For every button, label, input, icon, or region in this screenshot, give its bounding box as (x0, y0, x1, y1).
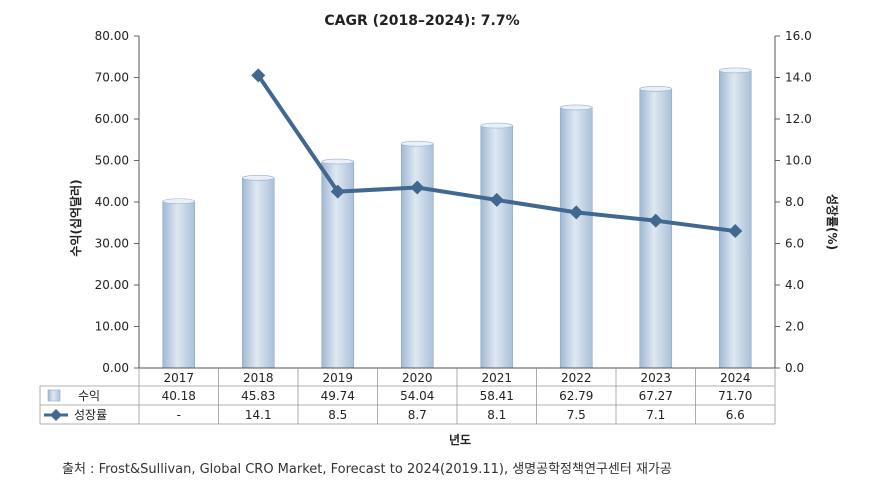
growth-marker (410, 180, 425, 195)
chart-title: CAGR (2018–2024): 7.7% (324, 13, 519, 29)
left-tick-label: 10.00 (95, 320, 129, 334)
source-note: 출처 : Frost&Sullivan, Global CRO Market, … (62, 462, 672, 477)
bar-cap (321, 158, 355, 165)
bar (480, 125, 514, 369)
right-tick-label: 6.0 (785, 237, 804, 251)
growth-marker (728, 224, 743, 239)
right-axis-label: 성장률(%) (825, 194, 839, 250)
growth-marker (489, 192, 504, 207)
growth-marker (648, 213, 663, 228)
bar-cap (639, 86, 673, 92)
x-tick-label: 2020 (402, 371, 433, 385)
table-cell-growth: 6.6 (726, 408, 745, 422)
left-axis-ticks: 0.00 10.00 20.00 30.00 40.00 50.00 60.00 70.00 8… (95, 29, 139, 375)
bar (162, 200, 196, 369)
chart-axes (138, 36, 776, 369)
data-table: 2017 40.18 - 2018 45.83 14.1 2019 49.74 8.5 2020 5… (39, 368, 776, 425)
table-cell-growth: - (177, 408, 181, 422)
legend-label-revenue: 수익 (78, 389, 100, 403)
right-tick-label: 2.0 (785, 320, 804, 334)
right-tick-label: 8.0 (785, 195, 804, 209)
bar-cap (400, 140, 434, 147)
table-cell-revenue: 49.74 (321, 389, 355, 403)
bar-cap (162, 198, 196, 205)
bar-cap (241, 175, 275, 181)
table-cell-revenue: 67.27 (639, 389, 673, 403)
left-tick-label: 20.00 (95, 278, 129, 292)
table-cell-growth: 8.5 (328, 408, 347, 422)
right-tick-label: 10.0 (785, 154, 812, 168)
x-tick-label: 2017 (163, 371, 194, 385)
x-tick-label: 2023 (640, 371, 671, 385)
table-cell-growth: 7.1 (646, 408, 665, 422)
growth-marker (251, 68, 266, 83)
right-tick-label: 16.0 (785, 29, 812, 43)
table-cell-growth: 8.7 (408, 408, 427, 422)
table-cell-growth: 14.1 (245, 408, 272, 422)
legend-key-growth-marker (50, 409, 62, 421)
left-axis-label: 수익(십억달러) (68, 179, 83, 256)
left-tick-label: 40.00 (95, 195, 129, 209)
bar-cap (559, 104, 593, 111)
bar (241, 177, 275, 369)
bar (718, 70, 752, 369)
left-tick-label: 60.00 (95, 112, 129, 126)
legend-label-growth: 성장률 (74, 408, 107, 422)
left-tick-label: 0.00 (102, 361, 129, 375)
table-cell-growth: 7.5 (567, 408, 586, 422)
left-tick-label: 50.00 (95, 154, 129, 168)
line-series (251, 68, 743, 239)
bar (559, 107, 593, 369)
table-cell-revenue: 54.04 (400, 389, 434, 403)
table-cell-revenue: 71.70 (718, 389, 752, 403)
table-cell-revenue: 40.18 (162, 389, 196, 403)
bar-cap (480, 122, 514, 129)
right-tick-label: 12.0 (785, 112, 812, 126)
x-tick-label: 2022 (561, 371, 592, 385)
legend-key-revenue (47, 389, 61, 402)
table-cell-revenue: 58.41 (480, 389, 514, 403)
right-axis-ticks: 0.0 2.0 4.0 6.0 8.0 10.0 12.0 14.0 16.0 (775, 29, 812, 375)
table-cell-revenue: 62.79 (559, 389, 593, 403)
x-tick-label: 2024 (720, 371, 751, 385)
left-tick-label: 80.00 (95, 29, 129, 43)
left-tick-label: 30.00 (95, 237, 129, 251)
bar-cap (718, 67, 752, 74)
bar (639, 88, 673, 369)
left-tick-label: 70.00 (95, 71, 129, 85)
right-tick-label: 4.0 (785, 278, 804, 292)
table-cell-growth: 8.1 (487, 408, 506, 422)
right-tick-label: 0.0 (785, 361, 804, 375)
growth-marker (569, 205, 584, 220)
x-tick-label: 2021 (481, 371, 512, 385)
bar (400, 143, 434, 369)
x-tick-label: 2018 (243, 371, 274, 385)
right-tick-label: 14.0 (785, 71, 812, 85)
bar-series (162, 67, 752, 369)
x-axis-label: 년도 (449, 433, 471, 447)
table-cell-revenue: 45.83 (241, 389, 275, 403)
x-tick-label: 2019 (322, 371, 353, 385)
growth-marker (330, 184, 345, 199)
